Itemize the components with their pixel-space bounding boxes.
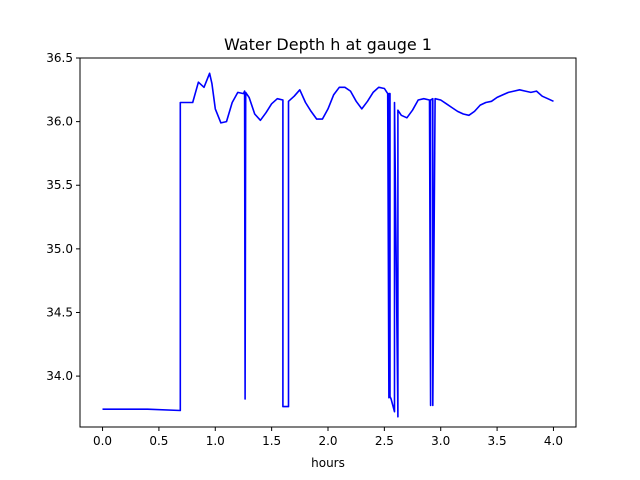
x-tick-label: 0.5 (149, 434, 168, 448)
y-tick-label: 35.5 (46, 178, 73, 192)
x-axis-label: hours (311, 456, 345, 470)
y-tick-label: 34.0 (46, 369, 73, 383)
series-line (102, 72, 554, 418)
x-tick-label: 1.5 (262, 434, 281, 448)
y-tick-label: 36.0 (46, 115, 73, 129)
y-axis: 34.0 34.5 35.0 35.5 36.0 36.5 (46, 51, 80, 383)
x-tick-label: 1.0 (206, 434, 225, 448)
plot-frame (79, 57, 577, 428)
x-tick-label: 3.0 (431, 434, 450, 448)
x-tick-label: 0.0 (93, 434, 112, 448)
x-tick-label: 2.5 (375, 434, 394, 448)
x-tick-label: 3.5 (488, 434, 507, 448)
series-layer (102, 72, 554, 418)
y-tick-label: 34.5 (46, 305, 73, 319)
x-tick-label: 2.0 (318, 434, 337, 448)
y-tick-label: 35.0 (46, 242, 73, 256)
x-tick-label: 4.0 (544, 434, 563, 448)
y-tick-label: 36.5 (46, 51, 73, 65)
x-axis: 0.0 0.5 1.0 1.5 2.0 2.5 3.0 3.5 4.0 (93, 427, 563, 448)
chart-title: Water Depth h at gauge 1 (224, 35, 432, 54)
